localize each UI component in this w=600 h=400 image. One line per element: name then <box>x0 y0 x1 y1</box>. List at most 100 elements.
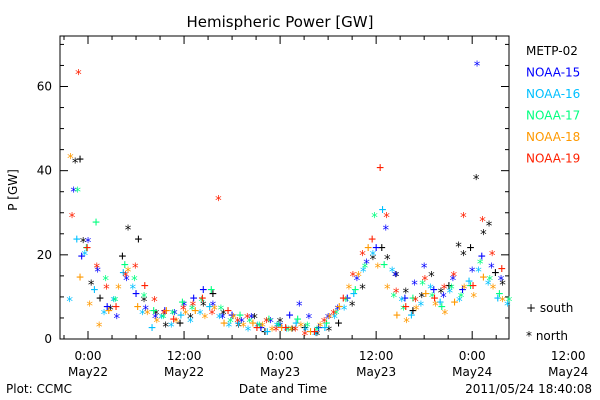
data-point-noaa-17: * <box>131 274 139 289</box>
data-point-noaa-16: + <box>465 274 473 289</box>
data-point-noaa-17: * <box>371 211 379 226</box>
data-point-noaa-18: * <box>412 304 420 319</box>
data-point-noaa-16: * <box>359 266 367 281</box>
y-tick-label: 40 <box>37 164 52 178</box>
x-tick-time-label: 0:00 <box>75 349 102 363</box>
marker-key: + south * north <box>526 301 573 343</box>
data-point-metp-02: * <box>71 156 79 171</box>
data-point-noaa-15: + <box>459 283 467 298</box>
data-point-noaa-18: + <box>163 304 171 319</box>
data-point-noaa-18: + <box>191 304 199 319</box>
data-point-noaa-16: * <box>503 299 511 314</box>
data-point-noaa-19: + <box>141 278 149 293</box>
x-tick-date-label: May22 <box>68 365 108 379</box>
data-point-noaa-18: * <box>489 283 497 298</box>
data-point-noaa-16: + <box>73 232 81 247</box>
data-point-noaa-17: * <box>332 308 340 323</box>
data-point-noaa-15: + <box>430 283 438 298</box>
legend: METP-02 NOAA-15 NOAA-16 NOAA-17 NOAA-18 NOAA-… <box>526 44 580 166</box>
data-point-noaa-15: * <box>411 278 419 293</box>
data-point-noaa-19: * <box>263 316 271 331</box>
data-point-noaa-19: * <box>411 295 419 310</box>
data-point-noaa-16: * <box>484 278 492 293</box>
data-point-metp-02: * <box>251 312 259 327</box>
data-point-noaa-17: * <box>275 320 283 335</box>
data-point-metp-02: + <box>378 240 386 255</box>
x-tick-date-label: May24 <box>452 365 492 379</box>
data-point-noaa-19: * <box>459 211 467 226</box>
y-tick-label: 0 <box>44 332 52 346</box>
data-point-noaa-15: + <box>78 249 86 264</box>
data-point-noaa-18: + <box>220 316 228 331</box>
data-point-noaa-16: * <box>158 312 166 327</box>
data-point-noaa-17: + <box>121 257 129 272</box>
data-point-noaa-19: * <box>291 325 299 340</box>
data-point-noaa-15: * <box>295 299 303 314</box>
y-tick-label: 60 <box>37 80 52 94</box>
data-point-noaa-17: * <box>74 186 82 201</box>
data-point-metp-02: * <box>437 287 445 302</box>
data-point-noaa-19: + <box>469 278 477 293</box>
y-axis-label: P [GW] <box>6 169 20 211</box>
plot-credit: Plot: CCMC <box>6 382 72 396</box>
data-point-noaa-16: * <box>302 325 310 340</box>
data-point-metp-02: + <box>301 320 309 335</box>
data-point-noaa-15: * <box>171 308 179 323</box>
data-point-noaa-17: * <box>457 291 465 306</box>
data-point-noaa-19: + <box>402 299 410 314</box>
data-point-noaa-17: * <box>284 325 292 340</box>
data-point-noaa-17: * <box>246 316 254 331</box>
data-point-noaa-17: * <box>303 320 311 335</box>
data-point-noaa-15: + <box>401 291 409 306</box>
data-point-noaa-19: * <box>122 270 130 285</box>
data-point-noaa-17: + <box>409 291 417 306</box>
data-point-noaa-19: + <box>170 312 178 327</box>
data-point-noaa-19: + <box>368 232 376 247</box>
data-point-metp-02: * <box>418 291 426 306</box>
data-point-metp-02: * <box>235 320 243 335</box>
data-point-noaa-16: * <box>167 320 175 335</box>
data-point-metp-02: * <box>472 173 480 188</box>
data-point-noaa-17: * <box>390 291 398 306</box>
data-point-noaa-15: + <box>103 299 111 314</box>
data-point-noaa-16: * <box>225 320 233 335</box>
data-point-metp-02: * <box>455 240 463 255</box>
marker-key-north: * north <box>526 329 568 343</box>
data-point-noaa-17: + <box>82 240 90 255</box>
data-point-noaa-18: * <box>143 308 151 323</box>
data-point-noaa-15: + <box>228 308 236 323</box>
data-point-noaa-15: + <box>199 283 207 298</box>
data-point-metp-02: * <box>348 299 356 314</box>
data-point-noaa-18: + <box>422 287 430 302</box>
y-axis: 0 20 40 60 <box>37 43 509 346</box>
data-point-noaa-16: + <box>235 316 243 331</box>
data-point-noaa-16: * <box>340 304 348 319</box>
data-point-noaa-19: + <box>253 320 261 335</box>
data-point-noaa-15: * <box>94 266 102 281</box>
data-point-noaa-18: * <box>124 266 132 281</box>
data-point-noaa-15: * <box>439 291 447 306</box>
data-point-noaa-19: * <box>179 304 187 319</box>
data-point-noaa-16: * <box>196 308 204 323</box>
data-point-noaa-18: * <box>153 316 161 331</box>
data-point-noaa-16: * <box>254 320 262 335</box>
data-point-noaa-15: + <box>132 287 140 302</box>
data-point-noaa-18: * <box>259 320 267 335</box>
data-point-noaa-16: * <box>139 308 147 323</box>
data-point-noaa-15: + <box>343 291 351 306</box>
data-point-noaa-19: + <box>431 291 439 306</box>
data-point-noaa-15: * <box>473 59 481 74</box>
data-point-metp-02: * <box>124 224 132 239</box>
data-point-noaa-15: + <box>478 249 486 264</box>
data-point-metp-02: * <box>427 270 435 285</box>
data-point-noaa-19: * <box>189 299 197 314</box>
data-point-metp-02: * <box>402 287 410 302</box>
data-point-noaa-16: * <box>66 295 74 310</box>
data-point-noaa-15: * <box>382 224 390 239</box>
x-tick-date-label: May23 <box>356 365 396 379</box>
data-point-noaa-17: * <box>140 291 148 306</box>
data-point-noaa-16: * <box>388 266 396 281</box>
data-point-noaa-19: * <box>131 261 139 276</box>
x-tick-time-label: 12:00 <box>551 349 586 363</box>
data-point-noaa-18: * <box>239 320 247 335</box>
